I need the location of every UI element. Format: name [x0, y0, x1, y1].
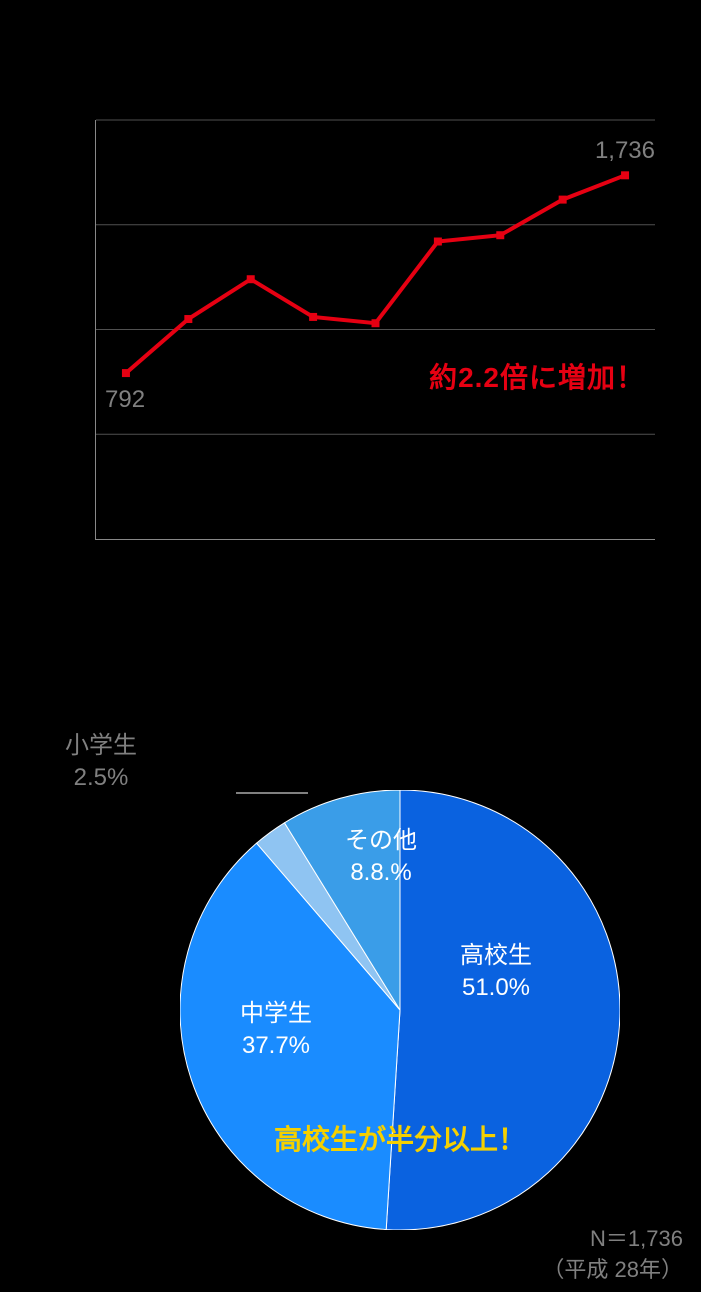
- pie-footnote-line1: N＝1,736: [590, 1226, 683, 1251]
- pie-leader-line: [236, 792, 308, 794]
- line-chart: 1,736 792 約2.2倍に増加！: [95, 120, 655, 540]
- pie-slice-name: 高校生: [460, 940, 532, 972]
- pie-chart-callout: 高校生が半分以上！: [180, 1118, 620, 1158]
- line-chart-svg: [96, 120, 655, 539]
- pie-footnote-line2: （平成 28年）: [542, 1257, 683, 1282]
- line-chart-first-value-label: 792: [105, 386, 145, 414]
- pie-slice-name: 小学生: [65, 730, 137, 762]
- pie-chart-footnote: N＝1,736 （平成 28年）: [542, 1224, 683, 1286]
- pie-slice-name: その他: [345, 825, 417, 857]
- pie-slice-value: 37.7%: [240, 1030, 312, 1062]
- pie-slice-label: その他8.8.%: [345, 825, 417, 890]
- pie-slice-name: 中学生: [240, 998, 312, 1030]
- pie-chart: 高校生が半分以上！ N＝1,736 （平成 28年） 高校生51.0% 中学生37…: [0, 730, 701, 1292]
- line-chart-callout: 約2.2倍に増加！: [429, 356, 645, 396]
- line-chart-plot: [95, 120, 655, 540]
- pie-slice-label: 高校生51.0%: [460, 940, 532, 1005]
- pie-slice-value: 51.0%: [460, 972, 532, 1004]
- line-chart-last-value-label: 1,736: [595, 137, 655, 165]
- pie-slice-label: 中学生37.7%: [240, 998, 312, 1063]
- pie-slice-value: 8.8.%: [345, 857, 417, 889]
- pie-slice-external-label: 小学生2.5%: [65, 730, 137, 795]
- pie-slice-value: 2.5%: [65, 762, 137, 794]
